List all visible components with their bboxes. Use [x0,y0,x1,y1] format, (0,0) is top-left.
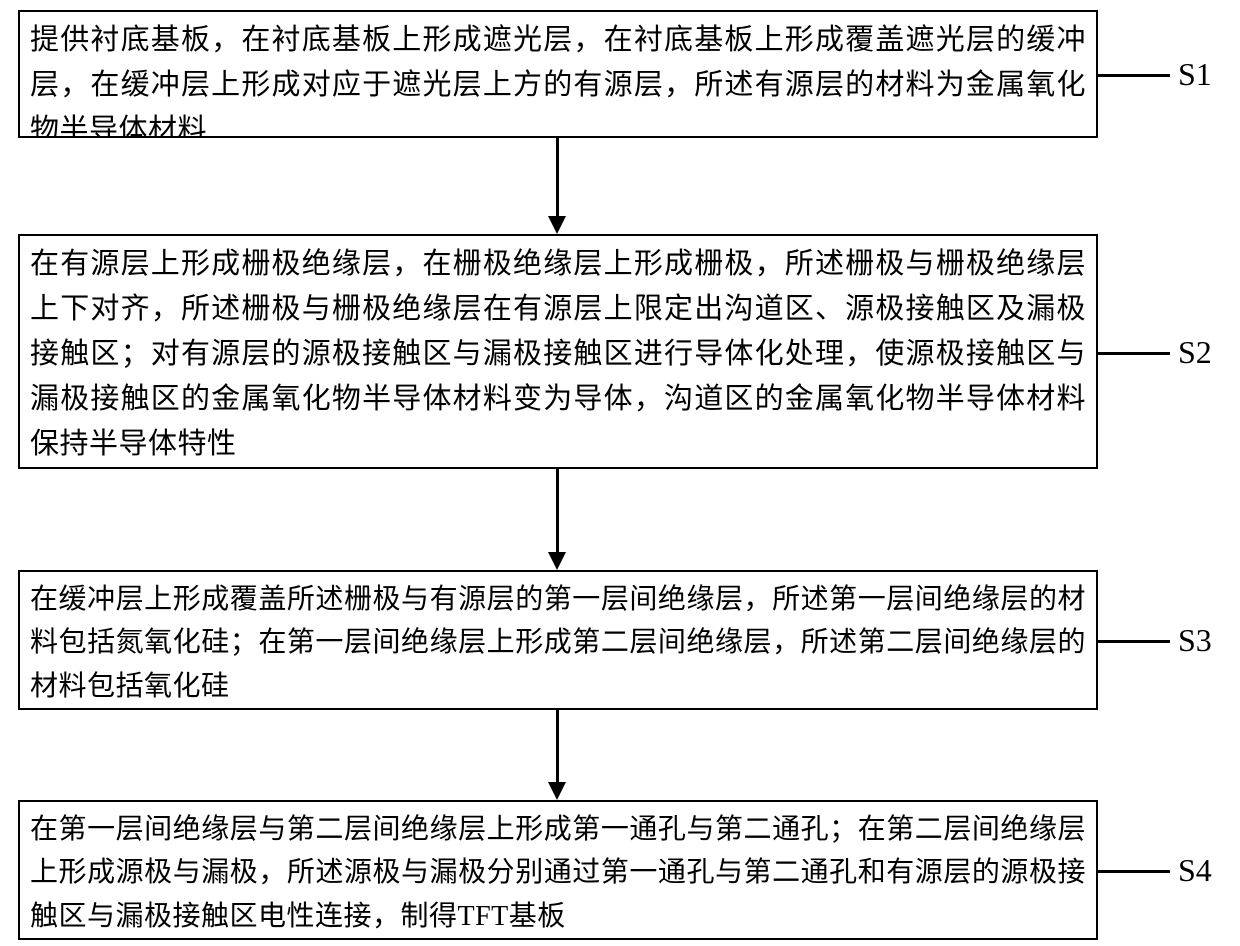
step-box-s4: 在第一层间绝缘层与第二层间绝缘层上形成第一通孔与第二通孔；在第二层间绝缘层上形成… [18,800,1098,940]
step-box-s2: 在有源层上形成栅极绝缘层，在栅极绝缘层上形成栅极，所述栅极与栅极绝缘层上下对齐，… [18,234,1098,469]
arrow-shaft-2 [556,469,559,552]
step-label-s2: S2 [1178,334,1212,371]
label-connector-s1 [1098,74,1170,77]
label-connector-s3 [1098,640,1170,643]
step-label-s1: S1 [1178,56,1212,93]
label-connector-s4 [1098,870,1170,873]
label-connector-s2 [1098,352,1170,355]
step-label-s4: S4 [1178,852,1212,889]
step-box-s1: 提供衬底基板，在衬底基板上形成遮光层，在衬底基板上形成覆盖遮光层的缓冲层，在缓冲… [18,10,1098,138]
step-label-s3: S3 [1178,622,1212,659]
step-box-s3: 在缓冲层上形成覆盖所述栅极与有源层的第一层间绝缘层，所述第一层间绝缘层的材料包括… [18,570,1098,710]
arrow-head-3 [548,782,566,800]
arrow-shaft-3 [556,710,559,782]
flowchart-canvas: 提供衬底基板，在衬底基板上形成遮光层，在衬底基板上形成覆盖遮光层的缓冲层，在缓冲… [0,0,1240,946]
arrow-head-1 [548,216,566,234]
arrow-shaft-1 [556,138,559,216]
arrow-head-2 [548,552,566,570]
